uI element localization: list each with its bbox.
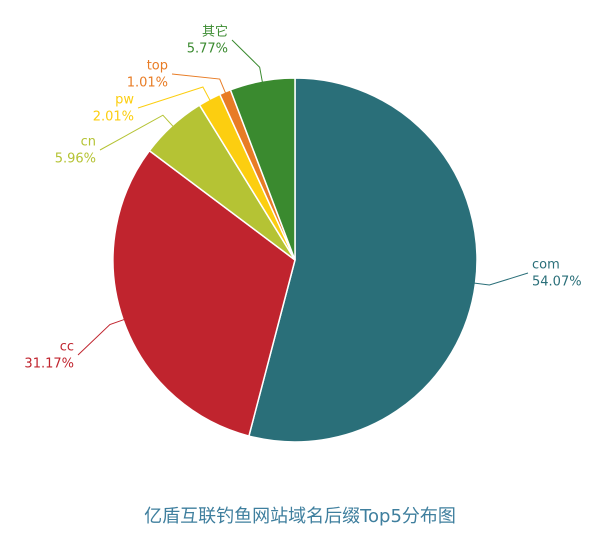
slice-name: top: [147, 59, 168, 74]
slice-name: 其它: [202, 24, 228, 40]
leader-line: [99, 114, 176, 151]
leader-line: [231, 39, 264, 86]
slice-value: 54.07%: [532, 275, 582, 290]
slice-value: 1.01%: [127, 76, 168, 91]
slice-name: com: [532, 258, 560, 273]
slice-value: 31.17%: [24, 357, 74, 372]
slice-value: 2.01%: [93, 110, 134, 125]
chart-title: 亿盾互联钓鱼网站域名后缀Top5分布图: [144, 506, 456, 527]
slice-name: pw: [115, 93, 134, 108]
leader-line: [77, 318, 128, 356]
slice-value: 5.96%: [55, 152, 96, 167]
leader-line: [471, 272, 529, 286]
leader-line: [137, 86, 212, 109]
slice-name: cn: [81, 135, 96, 150]
slice-name: cc: [60, 340, 74, 355]
leader-line: [171, 73, 228, 96]
slice-value: 5.77%: [187, 42, 228, 57]
